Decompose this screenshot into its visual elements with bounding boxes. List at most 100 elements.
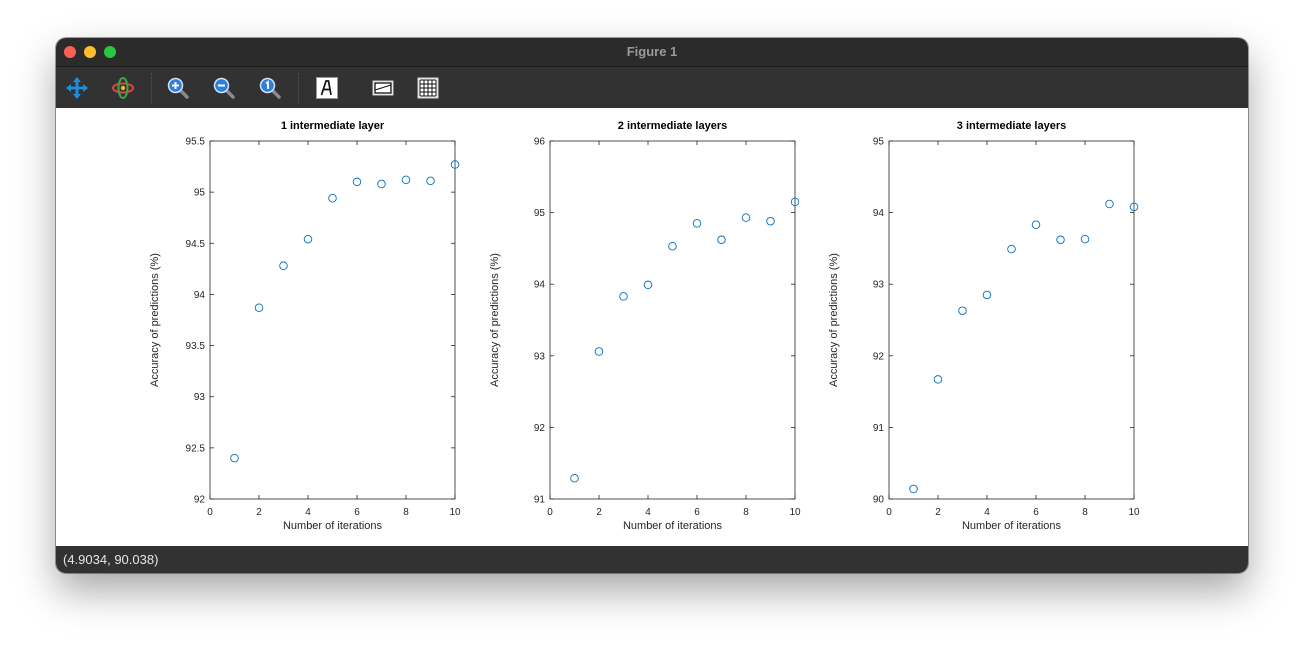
pan-tool-button[interactable] bbox=[64, 75, 90, 101]
x-tick-label: 6 bbox=[354, 507, 360, 518]
data-point bbox=[279, 261, 288, 271]
data-point bbox=[401, 175, 411, 185]
y-tick-label: 92 bbox=[534, 423, 546, 434]
y-tick-label: 94.5 bbox=[186, 239, 206, 250]
x-axis-label: Number of iterations bbox=[623, 520, 723, 532]
zoom-in-button[interactable] bbox=[165, 75, 191, 101]
data-point bbox=[450, 160, 460, 169]
data-point bbox=[717, 235, 726, 245]
subplot-1[interactable]: 0 2 4 6 8 10 92 92.5 93 93.5 94 94.5 95 95.5 1 interme… bbox=[149, 120, 461, 532]
zoom-reset-button[interactable] bbox=[257, 75, 283, 101]
x-tick-label: 2 bbox=[596, 507, 602, 518]
toolbar-separator bbox=[151, 73, 152, 103]
chart-title: 2 intermediate layers bbox=[618, 120, 727, 132]
y-tick-label: 94 bbox=[534, 280, 546, 291]
toggle-grid-button[interactable] bbox=[415, 75, 441, 101]
data-point bbox=[570, 473, 579, 483]
text-A-icon bbox=[316, 77, 338, 99]
chart-title: 1 intermediate layer bbox=[281, 120, 385, 132]
x-axis-label: Number of iterations bbox=[962, 520, 1062, 532]
data-point bbox=[958, 306, 967, 315]
data-point bbox=[643, 280, 653, 290]
y-tick-label: 95 bbox=[534, 208, 546, 219]
x-tick-label: 10 bbox=[449, 507, 461, 518]
x-tick-label: 10 bbox=[789, 507, 801, 518]
title-bar[interactable]: Figure 1 bbox=[56, 38, 1248, 67]
plot-canvas[interactable]: 0 2 4 6 8 10 92 92.5 93 93.5 94 94.5 95 95.5 1 interme… bbox=[56, 108, 1248, 546]
status-bar: (4.9034, 90.038) bbox=[56, 546, 1248, 573]
toggle-axes-button[interactable] bbox=[370, 75, 396, 101]
axes-box-icon bbox=[372, 80, 394, 96]
y-tick-label: 93 bbox=[534, 351, 546, 362]
chart-title: 3 intermediate layers bbox=[957, 120, 1066, 132]
y-tick-label: 93.5 bbox=[186, 341, 206, 352]
x-tick-label: 2 bbox=[935, 507, 941, 518]
figure-window: Figure 1 bbox=[56, 38, 1248, 573]
x-tick-label: 6 bbox=[1033, 507, 1039, 518]
y-tick-label: 94 bbox=[194, 290, 206, 301]
zoom-out-button[interactable] bbox=[211, 75, 237, 101]
data-point bbox=[933, 375, 943, 384]
x-tick-label: 2 bbox=[256, 507, 262, 518]
x-tick-label: 6 bbox=[694, 507, 700, 518]
data-point bbox=[426, 176, 435, 186]
data-point bbox=[230, 453, 239, 463]
axes-box bbox=[209, 140, 456, 500]
data-point bbox=[328, 194, 337, 203]
data-point bbox=[254, 303, 264, 312]
data-point bbox=[790, 197, 800, 207]
data-point bbox=[1056, 235, 1065, 245]
zoom-in-icon bbox=[167, 77, 189, 99]
y-tick-label: 94 bbox=[873, 208, 885, 219]
figure-svg[interactable]: 0 2 4 6 8 10 92 92.5 93 93.5 94 94.5 95 95.5 1 interme… bbox=[56, 108, 1248, 546]
x-axis-label: Number of iterations bbox=[283, 520, 383, 532]
x-tick-label: 8 bbox=[743, 507, 749, 518]
toolbar-separator bbox=[298, 73, 299, 103]
subplot-3[interactable]: 0 2 4 6 8 10 90 91 92 93 94 95 3 intermediate layers… bbox=[828, 120, 1140, 532]
axes-box bbox=[549, 140, 796, 500]
y-tick-label: 93 bbox=[194, 392, 206, 403]
data-point bbox=[692, 219, 702, 228]
y-tick-label: 95 bbox=[194, 188, 206, 199]
close-window-button[interactable] bbox=[64, 46, 76, 58]
y-axis-label: Accuracy of predictions (%) bbox=[828, 253, 840, 387]
subplot-2[interactable]: 0 2 4 6 8 10 91 92 93 94 95 96 2 intermediate layers… bbox=[489, 120, 801, 532]
zoom-out-icon bbox=[213, 77, 235, 99]
data-point bbox=[1129, 202, 1139, 212]
x-tick-label: 0 bbox=[207, 507, 213, 518]
data-point bbox=[303, 234, 313, 244]
y-tick-label: 91 bbox=[534, 495, 546, 506]
x-tick-label: 0 bbox=[886, 507, 892, 518]
y-tick-label: 92 bbox=[873, 351, 885, 362]
y-tick-label: 93 bbox=[873, 280, 885, 291]
data-point bbox=[1105, 199, 1114, 209]
x-tick-label: 4 bbox=[984, 507, 990, 518]
data-point bbox=[594, 347, 604, 356]
insert-text-button[interactable] bbox=[314, 75, 340, 101]
y-tick-label: 95 bbox=[873, 137, 885, 148]
x-tick-label: 4 bbox=[645, 507, 651, 518]
y-tick-label: 95.5 bbox=[186, 137, 206, 148]
minimize-window-button[interactable] bbox=[84, 46, 96, 58]
y-axis-label: Accuracy of predictions (%) bbox=[149, 253, 161, 387]
pan-arrows-icon bbox=[66, 77, 88, 99]
data-point bbox=[352, 177, 362, 187]
rotate-tool-button[interactable] bbox=[110, 75, 136, 101]
data-point bbox=[1007, 244, 1016, 254]
axes-box bbox=[888, 140, 1135, 500]
y-tick-label: 96 bbox=[534, 137, 546, 148]
x-tick-label: 0 bbox=[547, 507, 553, 518]
y-tick-label: 91 bbox=[873, 423, 885, 434]
rotate-3d-icon bbox=[112, 77, 134, 99]
data-point bbox=[741, 213, 751, 222]
x-tick-label: 8 bbox=[403, 507, 409, 518]
cursor-coordinates: (4.9034, 90.038) bbox=[63, 552, 159, 567]
y-tick-label: 92 bbox=[194, 495, 206, 506]
x-tick-label: 8 bbox=[1082, 507, 1088, 518]
data-point bbox=[766, 216, 775, 226]
data-point bbox=[377, 179, 386, 189]
maximize-window-button[interactable] bbox=[104, 46, 116, 58]
x-tick-label: 4 bbox=[305, 507, 311, 518]
data-point bbox=[1080, 234, 1090, 244]
data-point bbox=[668, 242, 677, 251]
